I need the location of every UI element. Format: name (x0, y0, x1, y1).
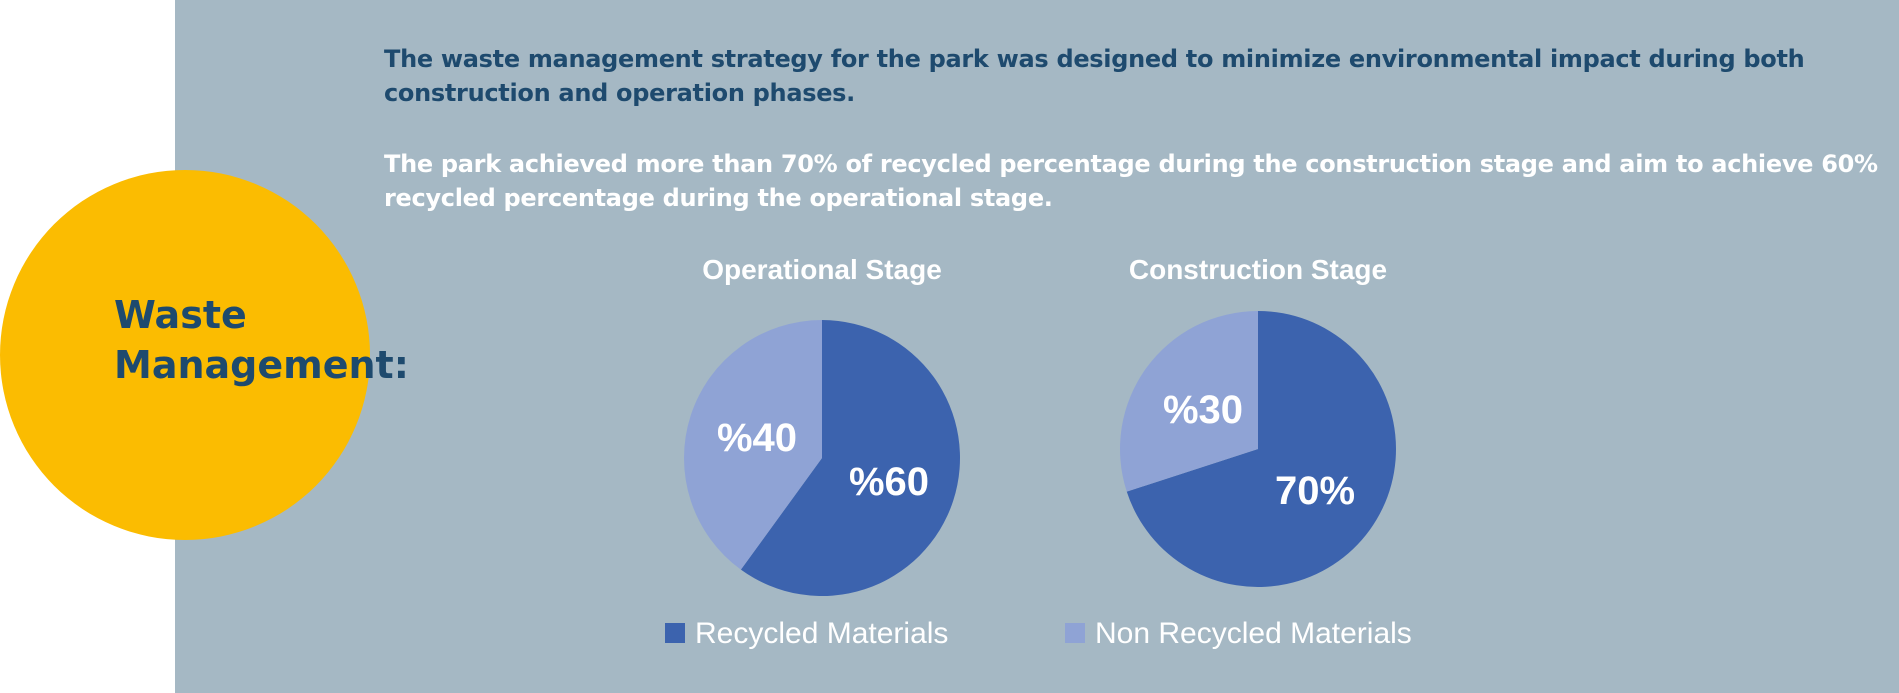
construction-stage-chart: Construction Stage 70% %30 (1120, 254, 1396, 587)
construction-recycled-label: 70% (1275, 469, 1355, 513)
operational-non-recycled-label: %40 (717, 416, 797, 460)
construction-stage-slices (1120, 310, 1396, 587)
construction-non-recycled-label: %30 (1163, 388, 1243, 432)
content-panel (175, 0, 1899, 693)
operational-recycled-label: %60 (849, 460, 929, 504)
operational-stage-slices (684, 320, 960, 596)
operational-stage-chart: Operational Stage %60 %40 (684, 254, 960, 596)
operational-stage-title: Operational Stage (702, 254, 942, 285)
section-heading-line-1: Waste (114, 293, 247, 337)
section-heading-line-2: Management: (114, 343, 409, 387)
construction-non-recycled-slice (1120, 310, 1258, 492)
strategy-paragraph: The waste management strategy for the pa… (384, 45, 1805, 107)
operational-non-recycled-slice (684, 320, 822, 570)
section-heading: Waste Management: (114, 290, 409, 390)
recycling-result-paragraph: The park achieved more than 70% of recyc… (384, 150, 1878, 212)
section-badge-circle (0, 170, 370, 540)
legend-label-non-recycled: Non Recycled Materials (1095, 617, 1412, 650)
operational-recycled-slice (740, 320, 960, 596)
construction-recycled-slice (1126, 311, 1396, 587)
legend: Recycled Materials Non Recycled Material… (665, 617, 1412, 650)
legend-swatch-recycled (665, 623, 685, 643)
legend-swatch-non-recycled (1065, 623, 1085, 643)
construction-stage-title: Construction Stage (1129, 254, 1387, 285)
legend-label-recycled: Recycled Materials (695, 617, 948, 650)
